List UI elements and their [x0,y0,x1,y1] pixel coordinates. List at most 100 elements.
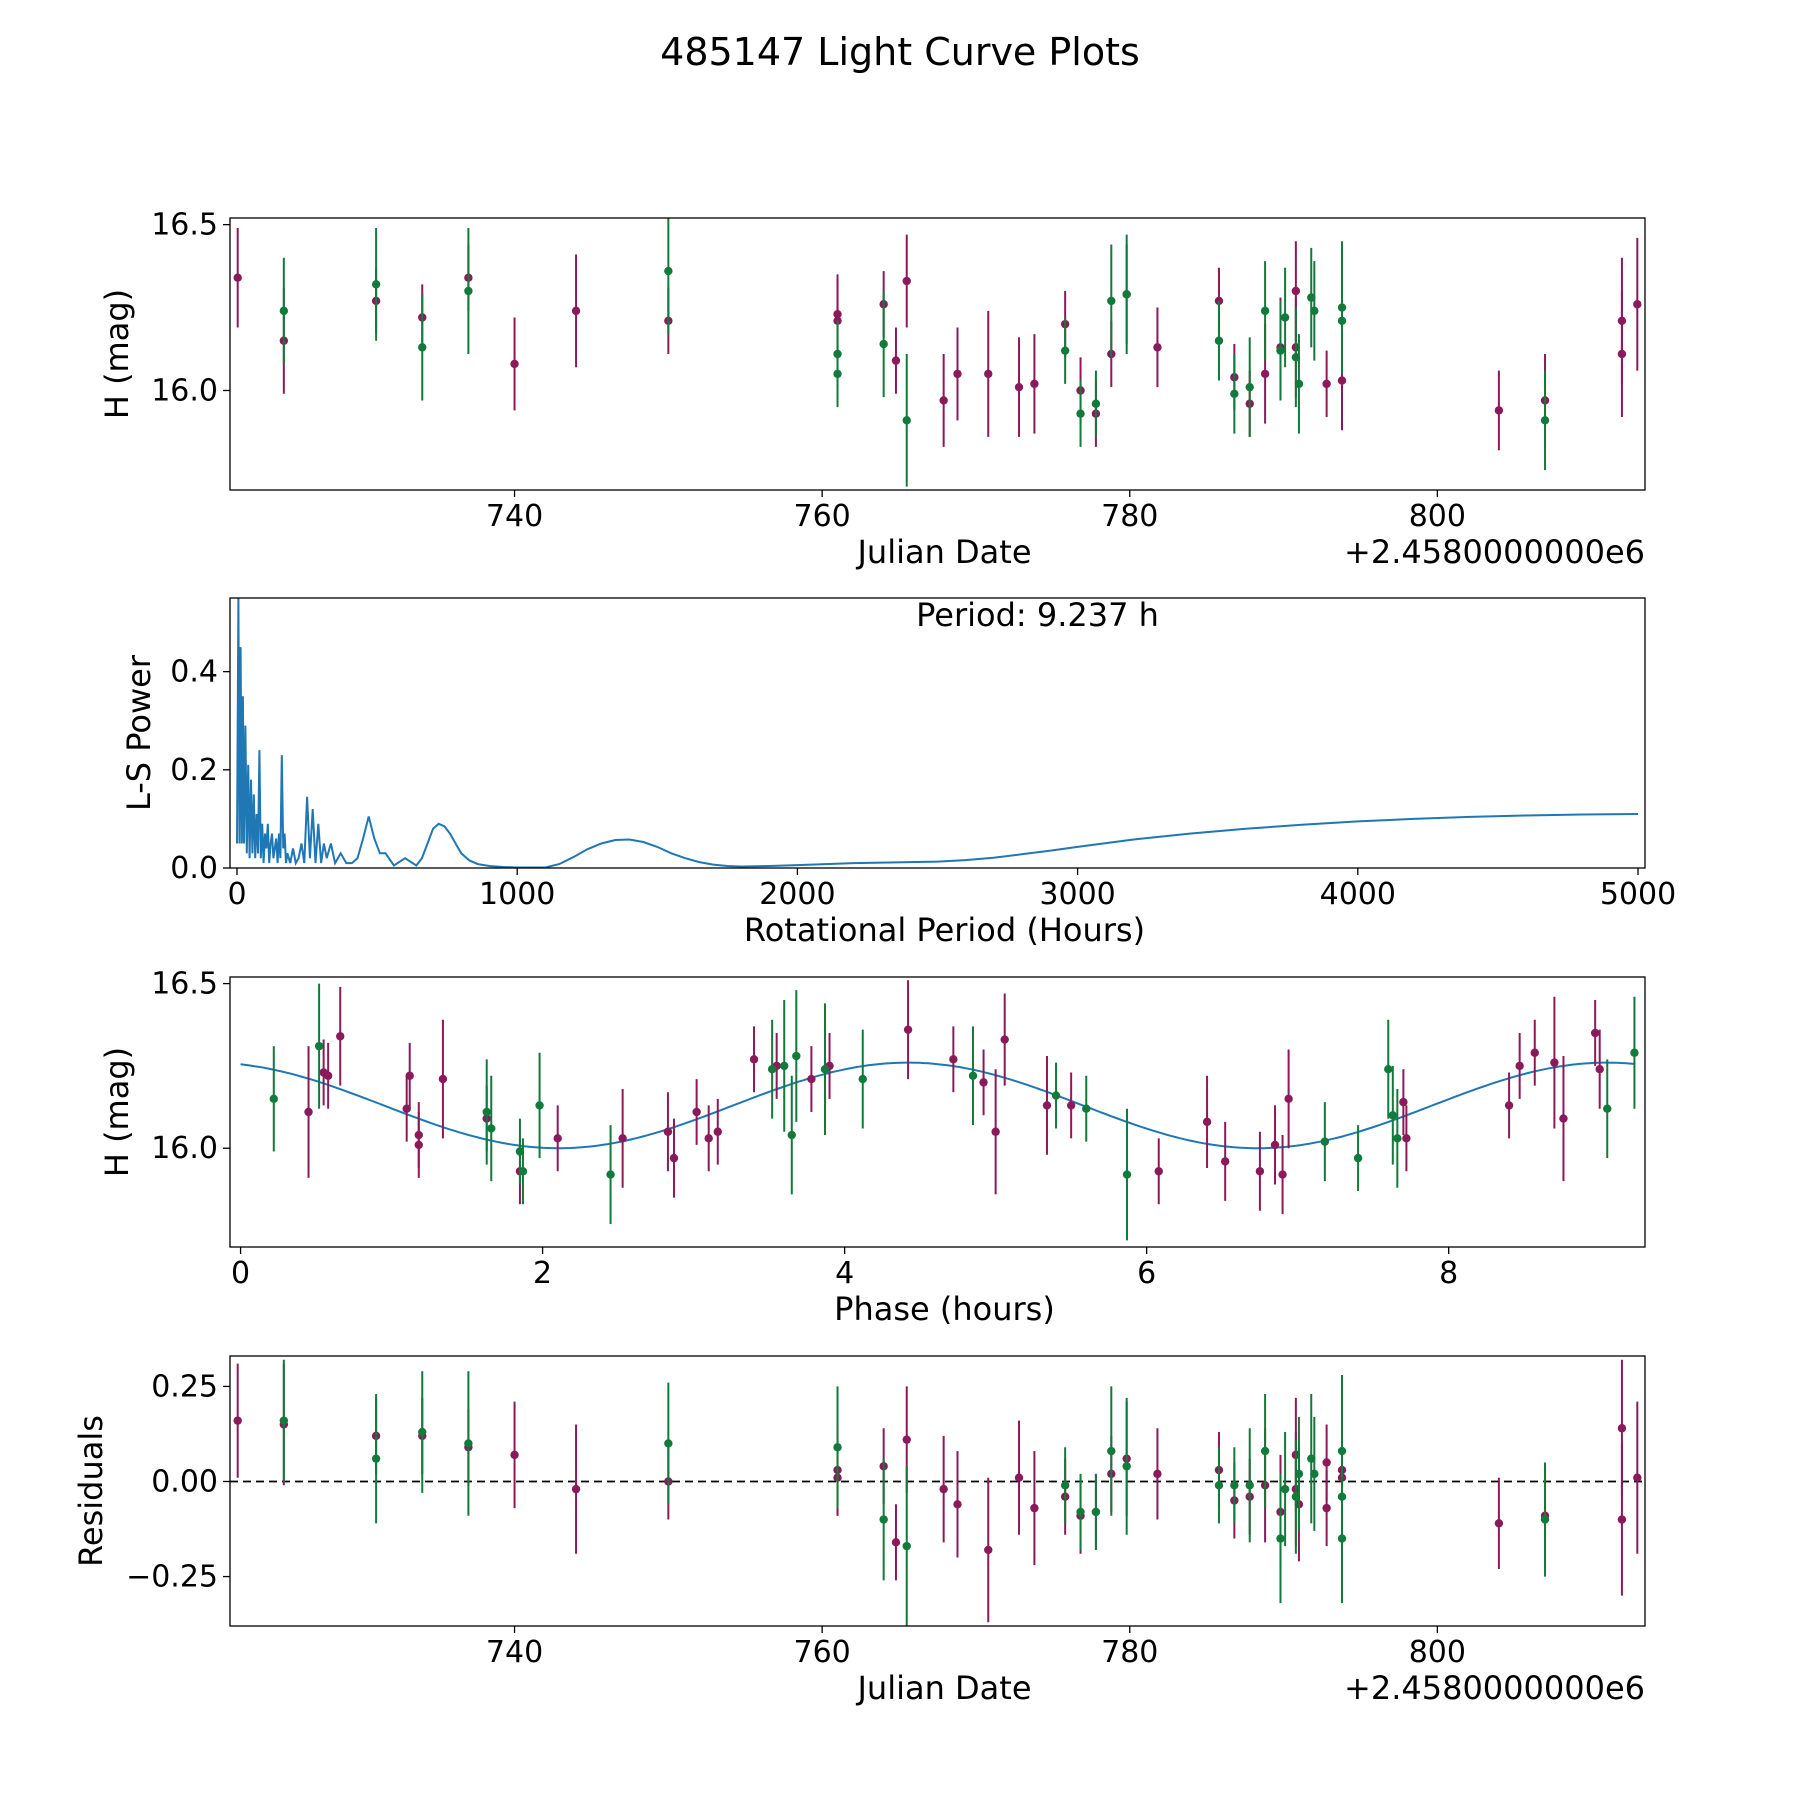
data-point-band1 [669,1118,679,1198]
data-marker [1220,1157,1230,1166]
data-point-band1 [1042,1056,1052,1155]
data-point-band1 [1633,237,1642,371]
data-point-band1 [1284,1049,1293,1149]
y-tick-label: 0.25 [151,1369,218,1404]
data-point-band2 [487,1075,496,1182]
x-tick-label: 1000 [479,877,555,912]
data-marker [1550,1058,1559,1067]
data-marker [336,1032,345,1041]
data-marker [1260,369,1270,379]
x-tick-label: 8 [1439,1256,1458,1291]
data-point-band2 [792,990,801,1122]
y-axis-label: H (mag) [98,1047,136,1177]
data-marker [858,1074,867,1084]
data-marker [1310,306,1319,316]
data-point-band1 [438,1019,448,1139]
x-tick-label: 0 [227,877,246,912]
data-marker [438,1074,448,1084]
data-point-band2 [279,1359,289,1482]
x-tick-label: 760 [794,499,851,534]
y-tick-label: 16.5 [151,967,218,1002]
data-marker [1122,290,1131,299]
chart-periodogram: 0 1000 2000 3000 4000 5000 0.0 0.2 0.4 Rotational… [120,596,1676,949]
data-point-band2 [1276,300,1285,401]
plot-area-residuals [230,1359,1645,1626]
data-marker [1540,416,1550,425]
data-marker [1384,1064,1393,1074]
data-marker [510,359,519,369]
x-tick-label: 4 [835,1256,854,1291]
x-axis-label: Julian Date [855,533,1031,571]
data-marker [1276,346,1285,355]
x-offset-label: +2.4580000000e6 [1344,533,1645,571]
data-marker [1000,1035,1009,1044]
data-point-band1 [663,1092,673,1172]
data-marker [749,1055,759,1064]
data-point-band2 [833,1386,842,1509]
y-tick-label: 0.00 [151,1464,218,1499]
data-marker [820,1064,830,1074]
data-point-band2 [1540,370,1550,471]
data-point-band1 [807,1046,816,1112]
data-marker [902,1541,911,1551]
data-point-band2 [1214,300,1224,381]
data-point-band1 [1153,307,1162,388]
data-marker [1230,389,1239,399]
data-point-band1 [1322,350,1331,418]
y-tick-label: 0.2 [170,753,218,788]
data-marker [792,1051,801,1061]
data-marker [1337,376,1347,385]
x-tick-label: 760 [794,1635,851,1670]
data-point-band2 [269,1046,278,1152]
data-marker [371,280,381,289]
data-point-band1 [902,234,911,328]
data-marker [1590,1028,1600,1038]
data-point-band1 [1322,1424,1331,1501]
ls-power-curve [236,598,1639,868]
data-point-band1 [553,1105,562,1172]
data-point-band2 [1384,1019,1393,1119]
data-marker [279,306,289,316]
figure-title: 485147 Light Curve Plots [660,30,1140,74]
data-point-band2 [1107,244,1116,358]
data-marker [323,1071,333,1080]
data-marker [979,1078,988,1087]
data-point-band1 [1595,1029,1604,1109]
data-point-band2 [787,1075,796,1195]
data-point-band1 [510,317,519,411]
data-marker [1617,1424,1627,1433]
data-point-band2 [1076,1473,1085,1550]
data-point-band1 [891,327,901,394]
data-marker [1122,1462,1131,1471]
data-point-band1 [1270,1105,1280,1185]
data-point-band1 [949,1026,958,1093]
data-point-band1 [704,1105,713,1172]
data-point-band2 [1060,317,1070,384]
data-point-band2 [1245,337,1254,437]
x-tick-label: 800 [1409,1635,1466,1670]
data-point-band2 [1260,261,1270,361]
data-point-band2 [1276,1473,1285,1604]
data-point-band1 [692,1079,701,1145]
data-point-band2 [664,1382,673,1505]
data-marker [1245,382,1254,392]
data-marker [233,273,242,282]
data-marker [939,396,948,405]
y-axis-label: H (mag) [98,289,136,419]
x-tick-label: 800 [1409,499,1466,534]
data-marker [902,416,911,425]
data-marker [314,1041,324,1051]
data-marker [553,1134,562,1143]
data-marker [833,1443,842,1452]
data-marker [1076,1507,1085,1517]
data-point-band2 [1320,1102,1330,1182]
data-marker [902,1435,911,1444]
data-marker [879,339,888,349]
data-marker [1214,336,1224,345]
data-marker [1091,1507,1101,1517]
data-marker [833,369,842,379]
data-marker [1402,1134,1411,1143]
data-point-band2 [1230,1447,1239,1524]
chart-lightcurve: 740 760 780 800 16.0 16.5 Julian Date H (mag) +2… [98,208,1646,571]
data-marker [1060,1481,1070,1490]
